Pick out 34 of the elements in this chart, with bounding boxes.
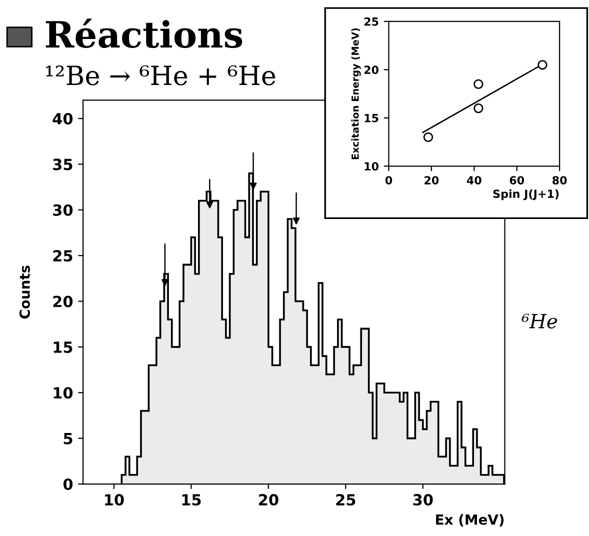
x-tick-label: 20	[424, 176, 439, 184]
chart-subtitle: ¹²Be → ⁶He + ⁶He	[46, 65, 276, 86]
x-tick-label: 20	[259, 494, 278, 506]
y-tick-label: 40	[52, 112, 73, 125]
y-tick-label: 35	[53, 158, 72, 170]
y-tick-label: 0	[63, 478, 73, 490]
y-tick-label: 20	[53, 296, 73, 308]
y-tick-label: 10	[54, 387, 73, 399]
text: ⁶He	[522, 314, 558, 328]
y-tick-label: 20	[364, 66, 378, 74]
x-axis-title: Ex (MeV)	[436, 514, 504, 526]
point	[538, 60, 548, 70]
x-tick-label: 60	[510, 176, 524, 184]
x-tick-label: 15	[182, 494, 201, 506]
y-axis-title: Excitation Energy (MeV)	[351, 28, 361, 160]
x-tick-label: 25	[336, 494, 356, 506]
y-tick-label: 15	[54, 342, 72, 353]
y-tick-label: 25	[364, 17, 378, 26]
y-tick-label: 15	[364, 114, 378, 122]
y-axis-title: Counts	[19, 266, 30, 319]
y-tick-label: 25	[53, 250, 72, 262]
x-tick-label: 80	[552, 176, 567, 184]
x-axis-title: Spin J(J+1)	[493, 189, 559, 200]
x-tick-label: 30	[413, 494, 433, 506]
y-tick-label: 10	[364, 162, 378, 171]
point	[474, 103, 484, 114]
point	[423, 132, 434, 142]
x-tick-label: 0	[385, 176, 392, 184]
x-tick-label: 40	[466, 176, 482, 184]
y-tick-label: 30	[53, 204, 73, 216]
chart-title: Réactions	[46, 18, 242, 48]
y-tick-label: 5	[64, 432, 72, 444]
point	[474, 79, 484, 90]
x-tick-label: 10	[105, 494, 124, 506]
